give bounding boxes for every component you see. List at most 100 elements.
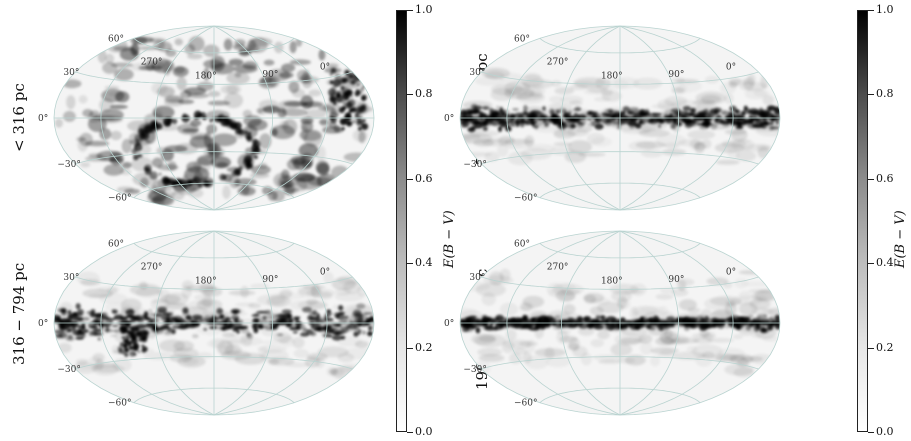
dust-cloud: [223, 116, 230, 122]
dust-cloud: [528, 327, 540, 331]
dust-cloud: [743, 107, 751, 113]
dust-cloud: [119, 47, 139, 61]
dust-cloud: [506, 120, 515, 123]
dust-cloud: [590, 339, 605, 348]
dust-cloud: [135, 138, 139, 143]
dust-cloud: [488, 271, 504, 285]
dust-cloud: [310, 331, 317, 337]
meridian-line: [619, 25, 680, 211]
dust-cloud: [481, 326, 488, 331]
dust-cloud: [662, 113, 668, 116]
dust-cloud: [267, 310, 271, 315]
dust-cloud: [518, 120, 522, 126]
colorbar-tickmark: [407, 347, 413, 349]
meridian-line: [619, 230, 781, 416]
dust-cloud: [508, 321, 519, 328]
dust-cloud: [702, 319, 708, 323]
dust-cloud: [289, 40, 297, 54]
dust-cloud: [356, 71, 361, 75]
dust-cloud: [78, 95, 88, 104]
dust-cloud: [233, 64, 258, 74]
dust-cloud: [482, 106, 490, 110]
dust-cloud: [358, 128, 362, 131]
dust-cloud: [264, 328, 274, 331]
dust-cloud: [742, 143, 772, 152]
dust-cloud: [757, 314, 768, 318]
dust-cloud: [330, 116, 337, 124]
dust-cloud: [520, 122, 525, 128]
colorbar-tickmark: [407, 94, 413, 96]
meridian-line: [213, 25, 328, 211]
dust-cloud: [610, 342, 633, 356]
dust-cloud: [460, 111, 468, 116]
graticule: [459, 25, 781, 211]
dust-cloud: [597, 359, 622, 364]
dust-cloud: [157, 164, 179, 171]
dust-cloud: [155, 329, 164, 334]
dust-cloud: [661, 148, 687, 156]
dust-cloud: [99, 323, 104, 329]
dust-cloud: [211, 63, 235, 75]
dust-cloud: [320, 117, 332, 129]
dust-cloud: [332, 331, 343, 336]
dust-cloud: [576, 121, 583, 125]
dust-cloud: [542, 106, 546, 111]
dust-cloud: [605, 316, 617, 322]
dust-cloud: [672, 119, 678, 124]
dust-cloud: [60, 313, 67, 316]
dust-cloud: [462, 116, 471, 122]
dust-cloud: [163, 310, 175, 313]
meridian-line: [154, 230, 215, 416]
dust-cloud: [695, 91, 727, 105]
dust-cloud: [89, 325, 97, 328]
meridian-line: [560, 25, 621, 211]
graticule-label: 0°: [726, 267, 736, 277]
dust-cloud: [315, 318, 327, 325]
dust-cloud: [748, 324, 754, 327]
dust-cloud: [210, 338, 225, 349]
dust-cloud: [112, 358, 132, 372]
graticule: [53, 25, 375, 211]
dust-cloud: [714, 319, 721, 325]
meridian-line: [619, 230, 680, 416]
colorbar-tickmark: [868, 10, 874, 11]
dust-cloud: [594, 110, 598, 114]
dust-cloud: [367, 331, 373, 337]
dust-cloud: [556, 323, 564, 329]
dust-cloud: [467, 109, 478, 115]
colorbar-right: [857, 10, 868, 432]
graticule-label: 90°: [668, 275, 684, 285]
dust-cloud: [356, 120, 362, 126]
dust-cloud: [187, 300, 213, 310]
dust-cloud: [658, 326, 664, 331]
dust-cloud: [203, 316, 214, 321]
dust-cloud: [744, 88, 767, 100]
dust-cloud: [350, 95, 353, 98]
dust-cloud: [223, 92, 244, 109]
dust-cloud: [254, 155, 258, 160]
dust-cloud: [601, 87, 613, 97]
dust-cloud: [353, 331, 359, 337]
dust-cloud: [729, 105, 737, 112]
graticule-label: 180°: [601, 72, 623, 82]
dust-cloud: [97, 337, 101, 341]
colorbar-tickmark: [407, 432, 413, 433]
colorbar-tickmark: [407, 263, 413, 265]
dust-cloud: [276, 317, 287, 323]
dust-cloud: [81, 317, 90, 321]
dust-cloud: [341, 105, 347, 111]
dust-cloud: [331, 366, 362, 380]
dust-cloud: [95, 358, 104, 371]
dust-cloud: [132, 316, 137, 319]
dust-cloud: [501, 117, 507, 124]
dust-cloud: [99, 128, 112, 140]
dust-cloud: [305, 109, 327, 119]
dust-cloud: [203, 44, 220, 58]
dust-cloud: [566, 120, 578, 124]
dust-cloud: [587, 118, 592, 121]
dust-cloud: [523, 104, 528, 112]
dust-cloud: [331, 334, 342, 341]
colorbar-tick-label: 0.6: [415, 171, 433, 185]
dust-cloud: [234, 72, 242, 78]
dust-cloud: [739, 315, 749, 320]
